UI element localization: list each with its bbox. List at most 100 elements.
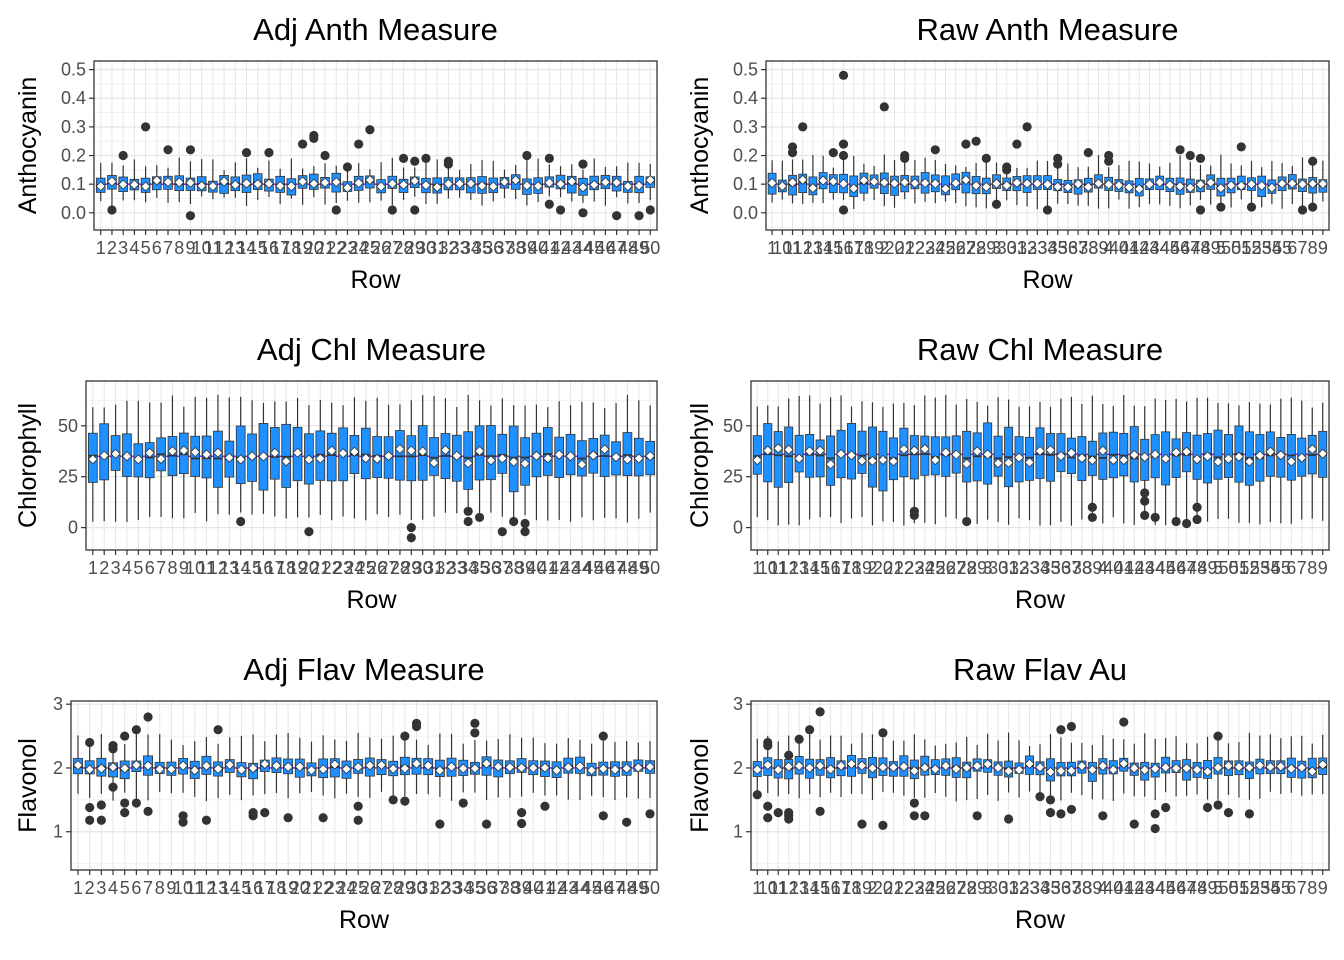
mean-marker	[409, 175, 420, 187]
outlier-point	[540, 801, 550, 811]
mean-marker	[1150, 763, 1161, 774]
outlier-point	[318, 813, 328, 823]
mean-marker	[1297, 179, 1308, 190]
outliers	[85, 712, 655, 829]
box-45	[588, 402, 599, 521]
boxes	[72, 732, 656, 802]
outlier-point	[463, 506, 473, 516]
box-8	[174, 157, 185, 203]
x-tick-label: 34	[1030, 878, 1050, 898]
x-tick-label: 39	[1088, 238, 1108, 258]
mean-marker	[499, 176, 510, 188]
x-tick-label: 37	[492, 558, 512, 578]
box-10	[190, 397, 201, 513]
mean-marker	[773, 764, 784, 775]
box-15	[909, 159, 920, 204]
x-tick-label: 37	[1061, 878, 1081, 898]
y-tick-label: 1	[733, 822, 743, 842]
box-39	[519, 405, 531, 516]
mean-marker	[308, 178, 319, 189]
outlier-point	[283, 813, 293, 823]
x-tick-label: 40	[1103, 558, 1123, 578]
x-tick-label: 50	[640, 878, 660, 898]
x-tick-label: 46	[1166, 558, 1186, 578]
outlier-point	[435, 819, 445, 829]
x-tick-label: 25	[935, 238, 955, 258]
mean-marker	[1001, 180, 1012, 191]
x-tick-label: 16	[243, 878, 263, 898]
x-tick-label: 36	[1051, 558, 1071, 578]
x-tick-label: 37	[488, 878, 508, 898]
x-tick-label: 28	[394, 238, 414, 258]
outlier-point	[118, 150, 128, 161]
x-tick-label: 1	[96, 238, 106, 258]
x-tick-label: 39	[1082, 878, 1102, 898]
box-1	[752, 406, 763, 518]
mean-marker	[236, 764, 247, 775]
x-tick-label: 44	[573, 238, 593, 258]
box-49	[1254, 403, 1265, 525]
x-tick-label: 49	[629, 238, 649, 258]
mean-marker	[474, 445, 485, 457]
mean-marker	[72, 760, 84, 771]
box-27	[1024, 745, 1035, 792]
x-tick-label: 27	[382, 238, 402, 258]
outlier-point	[497, 527, 507, 537]
x-tick-label: 38	[504, 558, 524, 578]
outlier-point	[1056, 725, 1066, 735]
outlier-point	[387, 205, 397, 215]
x-tick-label: 4	[1104, 238, 1114, 258]
mean-marker	[1144, 179, 1155, 190]
box-11	[201, 397, 212, 522]
mean-marker	[118, 179, 129, 190]
x-tick-label: 18	[842, 558, 862, 578]
x-tick-label: 46	[595, 238, 615, 258]
x-tick-label: 27	[371, 878, 391, 898]
box-40	[1160, 738, 1171, 793]
box-body	[395, 430, 405, 481]
x-tick-label: 37	[494, 238, 514, 258]
outlier-point	[794, 734, 804, 744]
x-tick-label: 47	[1177, 558, 1197, 578]
mean-marker	[622, 181, 633, 192]
x-tick-label: 48	[618, 238, 638, 258]
outlier-point	[1216, 202, 1226, 212]
mean-marker	[1215, 183, 1226, 194]
outlier-point	[857, 819, 867, 829]
mean-marker	[510, 175, 521, 186]
mean-marker	[633, 762, 644, 773]
mean-marker	[1034, 445, 1046, 456]
box-body	[993, 435, 1003, 477]
mean-marker	[258, 451, 269, 462]
x-tick-label: 50	[640, 238, 660, 258]
box-36	[1118, 739, 1129, 794]
box-body	[1213, 429, 1223, 480]
mean-marker	[432, 182, 443, 193]
box-55	[1317, 402, 1328, 521]
x-tick-label: 18	[266, 878, 286, 898]
mean-marker	[488, 181, 499, 192]
outlier-point	[555, 205, 566, 215]
outlier-point	[544, 199, 554, 209]
x-axis-title: Row	[1015, 906, 1066, 934]
box-13	[889, 160, 900, 208]
chart-panel-raw-anth: 0.0 0.1 0.2 0.3 0.4 0.5 1 10 11 12 13 14 15 16 17 18 19 2…	[672, 0, 1344, 320]
x-tick-label: 47	[1180, 238, 1200, 258]
x-tick-label: 5	[1213, 558, 1223, 578]
box-39	[1150, 398, 1161, 525]
x-tick-label: 10	[772, 238, 792, 258]
mean-marker	[1254, 760, 1265, 771]
outlier-point	[458, 798, 468, 808]
box-10	[846, 406, 857, 519]
mean-marker	[1181, 446, 1192, 457]
box-38	[508, 405, 519, 521]
x-tick-label: 47	[607, 238, 627, 258]
box-21	[961, 398, 972, 517]
x-tick-label: 23	[904, 878, 924, 898]
x-tick-label: 48	[1187, 558, 1207, 578]
x-tick-label: 14	[237, 238, 257, 258]
mean-marker	[1083, 181, 1094, 192]
outlier-point	[1012, 139, 1022, 149]
box-36	[481, 740, 492, 800]
